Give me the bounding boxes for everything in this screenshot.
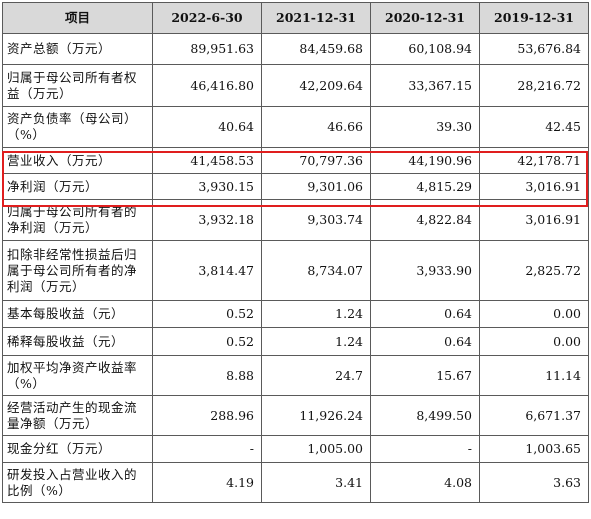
row-label: 现金分红（万元） bbox=[2, 435, 153, 463]
row-label: 营业收入（万元） bbox=[2, 147, 153, 174]
cell-value: 3,930.15 bbox=[152, 173, 262, 200]
cell-value: 0.64 bbox=[370, 300, 480, 328]
cell-value: 0.52 bbox=[152, 300, 262, 328]
cell-value: 4,822.84 bbox=[370, 199, 480, 241]
cell-value: 4.08 bbox=[370, 462, 480, 503]
cell-value: 84,459.68 bbox=[261, 33, 371, 65]
cell-value: 24.7 bbox=[261, 355, 371, 396]
cell-value: - bbox=[152, 435, 262, 463]
cell-value: 1.24 bbox=[261, 327, 371, 356]
cell-value: 33,367.15 bbox=[370, 64, 480, 107]
header-2021-12-31: 2021-12-31 bbox=[261, 2, 371, 34]
cell-value: 42,178.71 bbox=[479, 147, 589, 174]
header-row: 项目 2022-6-30 2021-12-31 2020-12-31 2019-… bbox=[2, 2, 589, 34]
cell-value: 53,676.84 bbox=[479, 33, 589, 65]
row-label: 研发投入占营业收入的比例（%） bbox=[2, 462, 153, 503]
row-label: 加权平均净资产收益率（%） bbox=[2, 355, 153, 396]
row-debt-ratio: 资产负债率（母公司）（%） 40.64 46.66 39.30 42.45 bbox=[2, 106, 589, 148]
row-label: 归属于母公司所有者的净利润（万元） bbox=[2, 199, 153, 241]
cell-value: 1,003.65 bbox=[479, 435, 589, 463]
row-parent-net-profit: 归属于母公司所有者的净利润（万元） 3,932.18 9,303.74 4,82… bbox=[2, 199, 589, 241]
cell-value: 8,499.50 bbox=[370, 395, 480, 436]
cell-value: 15.67 bbox=[370, 355, 480, 396]
cell-value: 3,932.18 bbox=[152, 199, 262, 241]
row-label: 资产总额（万元） bbox=[2, 33, 153, 65]
cell-value: 6,671.37 bbox=[479, 395, 589, 436]
row-total-assets: 资产总额（万元） 89,951.63 84,459.68 60,108.94 5… bbox=[2, 33, 589, 65]
row-label: 基本每股收益（元） bbox=[2, 300, 153, 328]
cell-value: 11.14 bbox=[479, 355, 589, 396]
cell-value: 0.00 bbox=[479, 327, 589, 356]
cell-value: 42,209.64 bbox=[261, 64, 371, 107]
cell-value: 70,797.36 bbox=[261, 147, 371, 174]
cell-value: 8.88 bbox=[152, 355, 262, 396]
cell-value: 42.45 bbox=[479, 106, 589, 148]
header-2019-12-31: 2019-12-31 bbox=[479, 2, 589, 34]
row-cash-dividend: 现金分红（万元） - 1,005.00 - 1,003.65 bbox=[2, 435, 589, 463]
cell-value: 60,108.94 bbox=[370, 33, 480, 65]
cell-value: 46,416.80 bbox=[152, 64, 262, 107]
cell-value: 44,190.96 bbox=[370, 147, 480, 174]
cell-value: 3.63 bbox=[479, 462, 589, 503]
cell-value: 28,216.72 bbox=[479, 64, 589, 107]
cell-value: 3,933.90 bbox=[370, 240, 480, 301]
row-parent-equity: 归属于母公司所有者权益（万元） 46,416.80 42,209.64 33,3… bbox=[2, 64, 589, 107]
row-label: 资产负债率（母公司）（%） bbox=[2, 106, 153, 148]
row-net-profit: 净利润（万元） 3,930.15 9,301.06 4,815.29 3,016… bbox=[2, 173, 589, 200]
cell-value: 2,825.72 bbox=[479, 240, 589, 301]
cell-value: 3,016.91 bbox=[479, 173, 589, 200]
cell-value: 39.30 bbox=[370, 106, 480, 148]
row-label: 净利润（万元） bbox=[2, 173, 153, 200]
cell-value: 0.00 bbox=[479, 300, 589, 328]
row-diluted-eps: 稀释每股收益（元） 0.52 1.24 0.64 0.00 bbox=[2, 327, 589, 356]
header-2022-6-30: 2022-6-30 bbox=[152, 2, 262, 34]
cell-value: 288.96 bbox=[152, 395, 262, 436]
cell-value: 1.24 bbox=[261, 300, 371, 328]
cell-value: 46.66 bbox=[261, 106, 371, 148]
row-weighted-roe: 加权平均净资产收益率（%） 8.88 24.7 15.67 11.14 bbox=[2, 355, 589, 396]
row-rd-ratio: 研发投入占营业收入的比例（%） 4.19 3.41 4.08 3.63 bbox=[2, 462, 589, 503]
cell-value: 9,301.06 bbox=[261, 173, 371, 200]
row-label: 经营活动产生的现金流量净额（万元） bbox=[2, 395, 153, 436]
cell-value: 3,814.47 bbox=[152, 240, 262, 301]
cell-value: 4,815.29 bbox=[370, 173, 480, 200]
row-adjusted-net-profit: 扣除非经常性损益后归属于母公司所有者的净利润（万元） 3,814.47 8,73… bbox=[2, 240, 589, 301]
row-label: 扣除非经常性损益后归属于母公司所有者的净利润（万元） bbox=[2, 240, 153, 301]
cell-value: 0.64 bbox=[370, 327, 480, 356]
cell-value: 3,016.91 bbox=[479, 199, 589, 241]
cell-value: 11,926.24 bbox=[261, 395, 371, 436]
cell-value: 4.19 bbox=[152, 462, 262, 503]
financial-table-container: 项目 2022-6-30 2021-12-31 2020-12-31 2019-… bbox=[2, 2, 589, 503]
cell-value: 0.52 bbox=[152, 327, 262, 356]
cell-value: 1,005.00 bbox=[261, 435, 371, 463]
cell-value: 40.64 bbox=[152, 106, 262, 148]
row-operating-revenue: 营业收入（万元） 41,458.53 70,797.36 44,190.96 4… bbox=[2, 147, 589, 174]
financial-data-table: 项目 2022-6-30 2021-12-31 2020-12-31 2019-… bbox=[2, 2, 589, 503]
cell-value: 9,303.74 bbox=[261, 199, 371, 241]
cell-value: 41,458.53 bbox=[152, 147, 262, 174]
row-label: 归属于母公司所有者权益（万元） bbox=[2, 64, 153, 107]
cell-value: 8,734.07 bbox=[261, 240, 371, 301]
row-label: 稀释每股收益（元） bbox=[2, 327, 153, 356]
cell-value: 89,951.63 bbox=[152, 33, 262, 65]
header-2020-12-31: 2020-12-31 bbox=[370, 2, 480, 34]
cell-value: 3.41 bbox=[261, 462, 371, 503]
row-basic-eps: 基本每股收益（元） 0.52 1.24 0.64 0.00 bbox=[2, 300, 589, 328]
cell-value: - bbox=[370, 435, 480, 463]
header-item: 项目 bbox=[2, 2, 153, 34]
row-operating-cash-flow: 经营活动产生的现金流量净额（万元） 288.96 11,926.24 8,499… bbox=[2, 395, 589, 436]
